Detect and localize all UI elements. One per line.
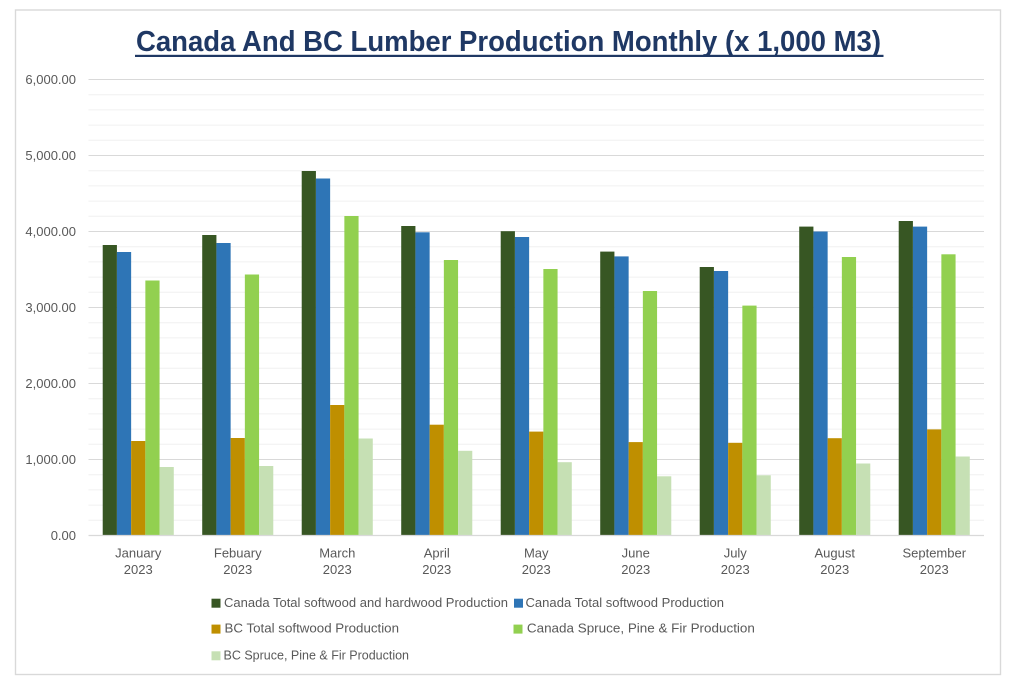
svg-text:May: May xyxy=(524,546,549,561)
svg-text:1,000.00: 1,000.00 xyxy=(25,452,76,467)
svg-text:July: July xyxy=(724,546,748,561)
svg-text:3,000.00: 3,000.00 xyxy=(25,300,76,315)
svg-text:2023: 2023 xyxy=(721,562,750,577)
svg-text:Canada Total softwood Producti: Canada Total softwood Production xyxy=(526,595,725,610)
svg-text:BC Total softwood Production: BC Total softwood Production xyxy=(225,621,400,636)
svg-text:March: March xyxy=(319,546,355,561)
svg-text:2023: 2023 xyxy=(124,562,153,577)
svg-text:5,000.00: 5,000.00 xyxy=(25,148,76,163)
svg-text:2023: 2023 xyxy=(323,562,352,577)
svg-text:2,000.00: 2,000.00 xyxy=(25,376,76,391)
svg-text:0.00: 0.00 xyxy=(51,528,76,543)
svg-text:BC Spruce, Pine & Fir Producti: BC Spruce, Pine & Fir Production xyxy=(224,647,410,662)
svg-text:January: January xyxy=(115,546,162,561)
svg-text:2023: 2023 xyxy=(820,562,849,577)
svg-text:2023: 2023 xyxy=(223,562,252,577)
svg-text:September: September xyxy=(902,546,966,561)
svg-text:June: June xyxy=(622,546,650,561)
svg-text:6,000.00: 6,000.00 xyxy=(25,72,76,87)
svg-text:Canada Spruce, Pine & Fir Prod: Canada Spruce, Pine & Fir Production xyxy=(527,621,755,636)
svg-text:April: April xyxy=(424,546,450,561)
svg-text:4,000.00: 4,000.00 xyxy=(25,224,76,239)
svg-text:2023: 2023 xyxy=(522,562,551,577)
svg-text:Canada And BC Lumber Productio: Canada And BC Lumber Production Monthly … xyxy=(136,26,881,58)
svg-text:2023: 2023 xyxy=(422,562,451,577)
svg-text:2023: 2023 xyxy=(621,562,650,577)
svg-text:August: August xyxy=(815,546,856,561)
svg-text:Canada Total softwood and hard: Canada Total softwood and hardwood Produ… xyxy=(224,595,508,610)
svg-text:Febuary: Febuary xyxy=(214,546,262,561)
svg-text:2023: 2023 xyxy=(920,562,949,577)
